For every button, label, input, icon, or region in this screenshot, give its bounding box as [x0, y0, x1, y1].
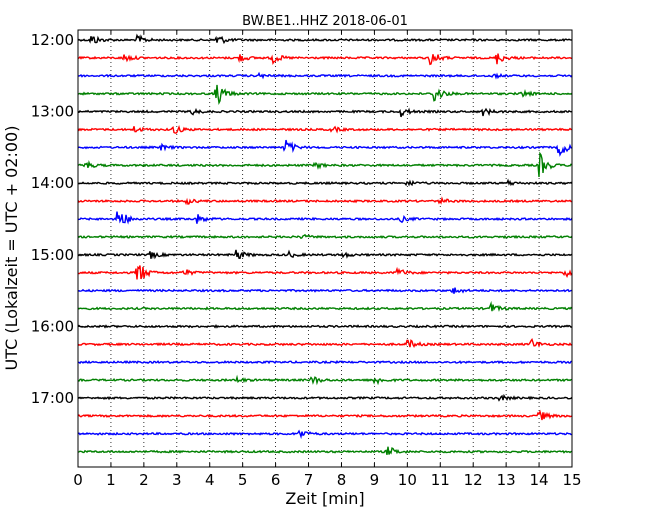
y-tick-label: 15:00: [31, 246, 74, 264]
x-tick-label: 1: [106, 471, 116, 489]
trace-line: [77, 233, 573, 240]
plot-frame: [77, 29, 573, 468]
trace-line: [77, 151, 573, 178]
x-axis-label: Zeit [min]: [285, 489, 364, 508]
trace-line: [77, 287, 573, 294]
x-tick-label: 2: [139, 471, 149, 489]
trace-line: [77, 446, 573, 455]
traces: [77, 33, 573, 455]
y-ticks: 12:00 13:00 14:00 15:00 16:00 17:00: [31, 31, 83, 407]
chart-title: BW.BE1..HHZ 2018-06-01: [242, 14, 408, 29]
trace-line: [77, 409, 573, 421]
grid: [110, 30, 540, 467]
y-tick-label: 17:00: [31, 389, 74, 407]
x-tick-label: 3: [172, 471, 182, 489]
trace-line: [77, 71, 573, 80]
trace-line: [77, 33, 573, 45]
trace-line: [77, 338, 573, 348]
x-tick-label: 12: [464, 471, 483, 489]
x-tick-label: 8: [337, 471, 347, 489]
x-tick-label: 6: [271, 471, 281, 489]
trace-line: [77, 324, 573, 329]
y-tick-label: 14:00: [31, 174, 74, 192]
trace-line: [77, 374, 573, 386]
trace-line: [77, 359, 573, 365]
x-tick-label: 13: [497, 471, 516, 489]
trace-line: [77, 393, 573, 402]
trace-line: [77, 178, 573, 187]
x-tick-label: 11: [431, 471, 450, 489]
trace-line: [77, 125, 573, 134]
trace-line: [77, 53, 573, 66]
trace-line: [77, 300, 573, 312]
x-tick-label: 14: [530, 471, 549, 489]
trace-line: [77, 196, 572, 206]
trace-line: [77, 211, 573, 225]
trace-line: [77, 84, 573, 106]
x-tick-label: 15: [562, 471, 581, 489]
y-tick-label: 12:00: [31, 31, 74, 49]
x-tick-label: 4: [205, 471, 215, 489]
y-tick-label: 13:00: [31, 103, 74, 121]
x-tick-label: 10: [398, 471, 417, 489]
x-tick-label: 5: [238, 471, 248, 489]
trace-line: [77, 107, 573, 118]
y-axis-label: UTC (Lokalzeit = UTC + 02:00): [2, 126, 21, 371]
trace-line: [77, 139, 573, 157]
x-ticks: 0 1 2 3 4 5 6 7 8 9 10 11 12 13 14 15: [73, 30, 582, 489]
x-tick-label: 0: [73, 471, 83, 489]
y-tick-label: 16:00: [31, 317, 74, 335]
x-tick-label: 9: [370, 471, 380, 489]
x-tick-label: 7: [304, 471, 314, 489]
trace-line: [77, 265, 573, 280]
trace-line: [77, 249, 573, 260]
trace-line: [77, 429, 573, 440]
